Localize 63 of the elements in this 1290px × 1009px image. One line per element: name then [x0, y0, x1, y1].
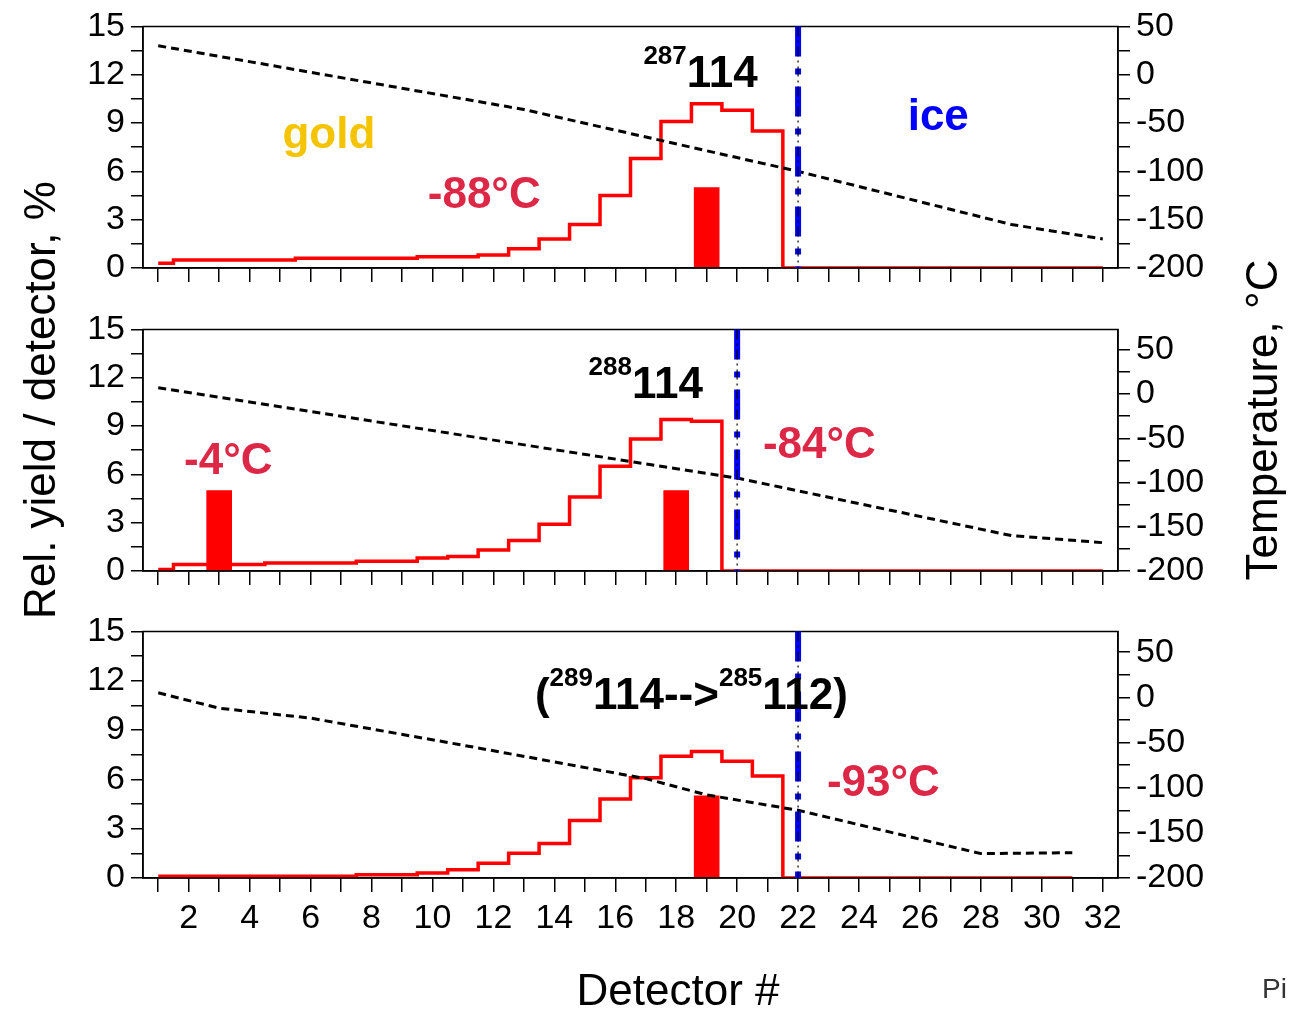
- annotation: -88°C: [427, 167, 541, 217]
- y-tick-label: 15: [87, 609, 125, 648]
- y-tick-label: 0: [106, 246, 125, 285]
- y2-tick-label: -150: [1136, 811, 1205, 850]
- x-tick-label: 6: [301, 896, 321, 935]
- x-tick-label: 16: [596, 896, 635, 935]
- y-tick-label: 3: [106, 807, 125, 846]
- y2-tick-label: -200: [1136, 549, 1205, 588]
- y2-tick-label: -150: [1136, 198, 1205, 237]
- y-tick-label: 9: [106, 101, 125, 140]
- y2-tick-label: 0: [1136, 53, 1155, 92]
- y-tick-label: 6: [106, 452, 125, 491]
- y-tick-label: 3: [106, 198, 125, 237]
- y-tick-label: 3: [106, 501, 125, 540]
- y2-tick-label: -50: [1136, 101, 1186, 140]
- x-tick-label: 20: [718, 896, 757, 935]
- y2-tick-label: 0: [1136, 675, 1155, 714]
- x-tick-label: 24: [840, 896, 878, 935]
- annotation: -93°C: [826, 756, 940, 806]
- x-tick-label: 26: [901, 896, 939, 935]
- x-tick-label: 4: [240, 896, 260, 935]
- y2-tick-label: -50: [1136, 720, 1186, 759]
- y-tick-label: 12: [87, 356, 125, 395]
- x-tick-label: 14: [535, 896, 574, 935]
- y-tick-label: 0: [106, 856, 125, 895]
- y-tick-label: 9: [106, 708, 125, 747]
- y2-tick-label: 50: [1136, 4, 1174, 43]
- y-tick-label: 9: [106, 404, 125, 443]
- annotation: ice: [907, 90, 969, 140]
- y2-axis-title: Temperature, °C: [1237, 259, 1286, 581]
- x-axis-title: Detector #: [576, 965, 780, 1009]
- y-tick-label: 6: [106, 149, 125, 188]
- y-tick-label: 6: [106, 757, 125, 796]
- x-tick-label: 2: [179, 896, 199, 935]
- x-tick-label: 22: [779, 896, 817, 935]
- x-tick-label: 30: [1022, 896, 1061, 935]
- x-tick-label: 28: [961, 896, 1000, 935]
- y-tick-label: 12: [87, 53, 125, 92]
- y2-tick-label: -200: [1136, 856, 1205, 895]
- annotation: gold: [282, 108, 376, 158]
- x-tick-label: 18: [657, 896, 696, 935]
- y2-tick-label: -50: [1136, 416, 1186, 455]
- y2-tick-label: 50: [1136, 630, 1174, 669]
- y2-tick-label: -100: [1136, 460, 1205, 499]
- y2-tick-label: -100: [1136, 149, 1205, 188]
- x-tick-label: 8: [362, 896, 381, 935]
- y2-tick-label: -100: [1136, 766, 1205, 805]
- annotation: -84°C: [762, 417, 876, 467]
- line-series: [156, 44, 1105, 241]
- y2-tick-label: -200: [1136, 246, 1205, 285]
- annotation: -4°C: [184, 433, 273, 483]
- y-tick-label: 15: [87, 4, 125, 43]
- y2-tick-label: 0: [1136, 372, 1155, 411]
- y2-tick-label: 50: [1136, 328, 1174, 367]
- x-tick-label: 12: [474, 896, 513, 935]
- y-tick-label: 15: [87, 307, 125, 346]
- y-axis-title: Rel. yield / detector, %: [15, 181, 64, 619]
- y2-tick-label: -150: [1136, 505, 1205, 544]
- text: Pi: [1262, 973, 1287, 1004]
- x-tick-label: 10: [413, 896, 452, 935]
- x-tick-label: 32: [1083, 896, 1122, 935]
- y-tick-label: 12: [87, 659, 125, 698]
- y-tick-label: 0: [106, 549, 125, 588]
